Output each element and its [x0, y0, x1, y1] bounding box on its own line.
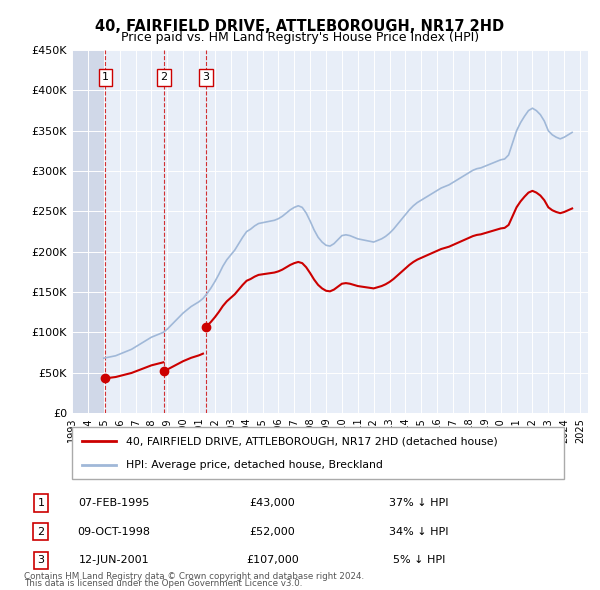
FancyBboxPatch shape	[72, 427, 564, 479]
Text: 40, FAIRFIELD DRIVE, ATTLEBOROUGH, NR17 2HD: 40, FAIRFIELD DRIVE, ATTLEBOROUGH, NR17 …	[95, 19, 505, 34]
Text: £52,000: £52,000	[249, 527, 295, 536]
Text: 3: 3	[37, 555, 44, 565]
Text: 12-JUN-2001: 12-JUN-2001	[79, 555, 149, 565]
Text: 5% ↓ HPI: 5% ↓ HPI	[392, 555, 445, 565]
Text: 3: 3	[203, 73, 209, 83]
Text: 2: 2	[37, 527, 44, 536]
Text: £107,000: £107,000	[246, 555, 299, 565]
Text: £43,000: £43,000	[249, 498, 295, 508]
Text: HPI: Average price, detached house, Breckland: HPI: Average price, detached house, Brec…	[126, 460, 383, 470]
Text: 07-FEB-1995: 07-FEB-1995	[79, 498, 150, 508]
Text: 2: 2	[160, 73, 167, 83]
Text: 09-OCT-1998: 09-OCT-1998	[78, 527, 151, 536]
Text: 1: 1	[102, 73, 109, 83]
Text: Price paid vs. HM Land Registry's House Price Index (HPI): Price paid vs. HM Land Registry's House …	[121, 31, 479, 44]
Bar	[72, 50, 104, 413]
Text: Contains HM Land Registry data © Crown copyright and database right 2024.: Contains HM Land Registry data © Crown c…	[24, 572, 364, 581]
Text: 34% ↓ HPI: 34% ↓ HPI	[389, 527, 449, 536]
Text: 1: 1	[37, 498, 44, 508]
Text: This data is licensed under the Open Government Licence v3.0.: This data is licensed under the Open Gov…	[24, 579, 302, 588]
Text: 37% ↓ HPI: 37% ↓ HPI	[389, 498, 449, 508]
Text: 40, FAIRFIELD DRIVE, ATTLEBOROUGH, NR17 2HD (detached house): 40, FAIRFIELD DRIVE, ATTLEBOROUGH, NR17 …	[126, 436, 498, 446]
